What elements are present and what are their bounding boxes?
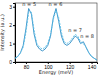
y-tick: 1 <box>9 41 15 47</box>
lines <box>15 9 97 61</box>
y-tick-mark <box>13 7 15 8</box>
y-tick-mark <box>13 62 15 63</box>
y-axis: 0 1 2 3 <box>9 4 15 66</box>
y-axis-line <box>13 4 16 63</box>
x-tick-label: 80 <box>24 64 30 70</box>
y-tick-label: 2 <box>9 22 12 28</box>
frame <box>15 3 97 62</box>
series-line <box>15 9 97 61</box>
annotation: n = 8 <box>80 33 94 39</box>
y-tick-label: 1 <box>9 41 12 47</box>
x-tick: 80 <box>24 62 30 70</box>
y-tick-mark <box>13 25 15 26</box>
annotation: n = 5 <box>22 1 36 7</box>
chart: 801001201400123n = 5n = 6n = 7n = 8Energ… <box>0 0 100 76</box>
series-line <box>15 10 97 60</box>
y-tick-mark <box>13 44 15 45</box>
y-tick: 2 <box>9 22 15 28</box>
y-tick-label: 0 <box>9 59 12 65</box>
x-tick: 140 <box>88 62 97 70</box>
x-tick-label: 140 <box>88 64 97 70</box>
x-axis-title: Energy (meV) <box>39 69 73 76</box>
plot: 801001201400123n = 5n = 6n = 7n = 8 <box>9 1 97 70</box>
y-tick: 0 <box>9 59 15 65</box>
annotation: n = 6 <box>49 1 63 7</box>
y-tick: 3 <box>9 4 15 10</box>
y-axis-title: Intensity (a.u.) <box>0 14 6 51</box>
y-tick-label: 3 <box>9 4 12 10</box>
annotation: n = 7 <box>68 27 82 33</box>
